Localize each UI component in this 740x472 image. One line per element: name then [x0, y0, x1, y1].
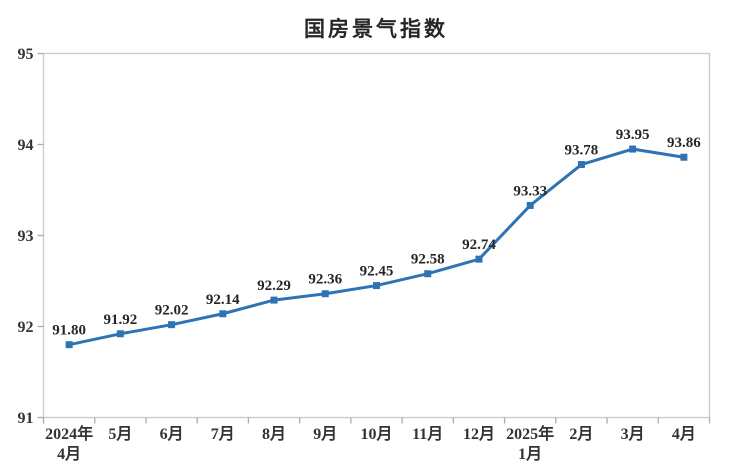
x-axis-label: 2024年 4月 [45, 424, 93, 463]
data-point-label: 91.80 [52, 323, 86, 339]
data-point-label: 92.74 [462, 237, 496, 253]
x-axis-label: 8月 [262, 425, 286, 443]
data-point-marker [116, 330, 124, 338]
data-point-marker [526, 201, 534, 209]
data-point-marker [577, 161, 585, 169]
x-axis-label: 12月 [463, 425, 495, 443]
data-point-label: 93.95 [616, 127, 650, 143]
data-point-label: 92.36 [308, 272, 342, 288]
data-point-label: 92.29 [257, 278, 291, 294]
plot-border [42, 52, 711, 419]
data-point-marker [424, 270, 432, 278]
data-point-label: 92.58 [411, 252, 445, 268]
x-axis-label: 6月 [160, 425, 184, 443]
data-point-label: 93.86 [667, 135, 701, 151]
data-point-marker [680, 153, 688, 161]
y-axis-label: 95 [18, 46, 34, 63]
data-point-marker [65, 341, 73, 349]
data-point-label: 91.92 [103, 312, 137, 328]
chart-title: 国房景气指数 [304, 18, 448, 41]
data-point-marker [475, 255, 483, 263]
y-axis-label: 94 [18, 137, 34, 154]
data-point-label: 93.33 [513, 183, 547, 199]
data-point-marker [168, 321, 176, 329]
data-point-label: 92.45 [360, 264, 394, 280]
y-axis-label: 93 [18, 228, 34, 245]
y-axis-label: 92 [18, 319, 34, 336]
y-axis-label: 91 [18, 410, 34, 427]
data-point-label: 92.02 [155, 303, 189, 319]
x-axis-label: 2025年 1月 [506, 424, 554, 463]
x-axis-label: 9月 [313, 425, 337, 443]
data-point-marker [373, 282, 380, 290]
data-point-label: 92.14 [206, 292, 240, 308]
x-axis-label: 10月 [360, 425, 392, 443]
data-point-marker [629, 145, 637, 153]
x-axis-label: 7月 [211, 425, 235, 443]
x-axis-label: 5月 [108, 425, 132, 443]
data-point-marker [321, 290, 329, 298]
data-point-marker [219, 310, 227, 318]
x-axis-label: 4月 [672, 425, 696, 443]
data-point-label: 93.78 [565, 143, 599, 159]
x-axis-label: 2月 [569, 425, 593, 443]
x-axis-label: 3月 [621, 425, 645, 443]
data-point-marker [270, 296, 278, 304]
x-axis-label: 11月 [412, 425, 443, 443]
